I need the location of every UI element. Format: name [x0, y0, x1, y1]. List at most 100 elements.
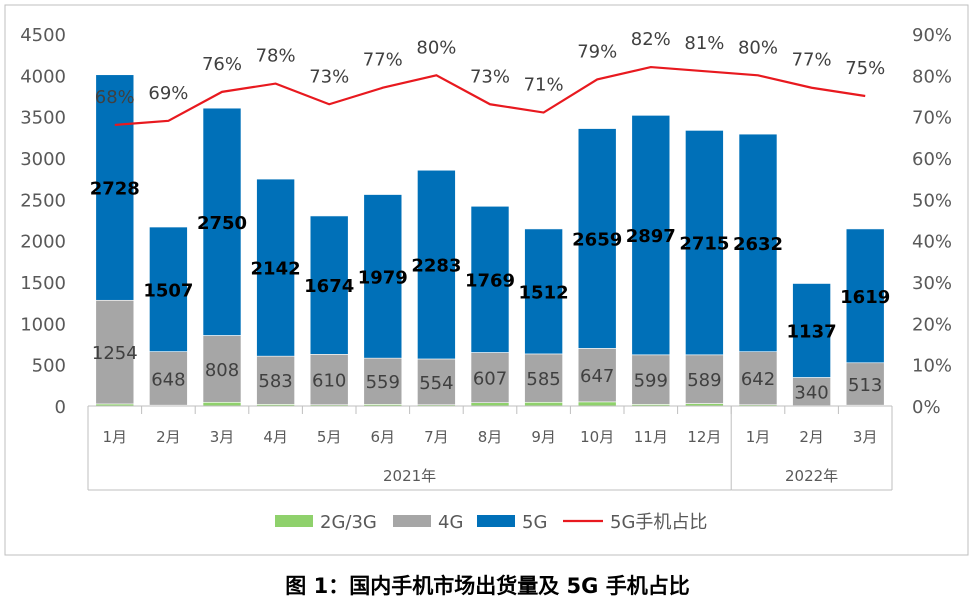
bar-4g [417, 358, 456, 406]
bar-4g [309, 354, 349, 406]
bar-label-5g: 1769 [465, 270, 515, 291]
x-category-label: 3月 [210, 428, 235, 446]
bar-4g [149, 351, 188, 406]
x-category-label: 9月 [531, 428, 556, 446]
x-category-label: 10月 [580, 428, 614, 446]
ratio-label: 68% [95, 87, 135, 108]
ratio-label: 79% [577, 41, 617, 62]
y-right-axis: 0% 10% 20% 30% 40% 50% 60% 70% 80% 90% [912, 25, 952, 418]
y-right-tick-label: 10% [912, 356, 952, 377]
y-left-tick-label: 4500 [20, 25, 66, 46]
ratio-label: 76% [202, 54, 242, 75]
bar-label-5g: 2283 [411, 256, 461, 277]
x-category-label: 11月 [634, 428, 668, 446]
ratio-label: 69% [148, 83, 188, 104]
ratio-label: 73% [470, 66, 510, 87]
legend-5g-ratio-label: 5G手机占比 [610, 512, 707, 533]
bar-label-5g: 2142 [251, 259, 301, 280]
y-left-tick-label: 3000 [20, 149, 66, 170]
x-category-label: 6月 [371, 428, 396, 446]
ratio-label: 80% [738, 37, 778, 58]
bar-label-5g: 1619 [840, 287, 890, 308]
bar-label-4g: 647 [580, 366, 614, 387]
y-left-tick-label: 500 [32, 356, 66, 377]
legend-4g-swatch [393, 515, 431, 527]
bar-2g3g [202, 401, 242, 407]
bar-4g [738, 351, 778, 406]
bar-label-4g: 585 [526, 369, 560, 390]
bar-5g [685, 130, 724, 356]
y-right-tick-label: 50% [912, 190, 952, 211]
legend-4g-label: 4G [438, 512, 463, 533]
bar-5g [738, 133, 778, 352]
ratio-label: 81% [684, 33, 724, 54]
x-axis: 1月 2月 3月 4月 5月 6月 7月 8月 9月 10月 11月 12月 1月 2月 3月 2021年 20… [87, 405, 893, 491]
bar-label-4g: 1254 [92, 343, 138, 364]
bar-label-5g: 1137 [787, 321, 837, 342]
y-left-tick-label: 2000 [20, 232, 66, 253]
bar-label-5g: 1512 [519, 282, 569, 303]
bar-label-4g: 648 [151, 369, 185, 390]
bar-label-4g: 808 [205, 360, 239, 381]
x-category-label: 1月 [746, 428, 771, 446]
y-right-tick-label: 40% [912, 232, 952, 253]
y-right-tick-label: 60% [912, 149, 952, 170]
bar-label-5g: 1507 [143, 280, 193, 301]
y-right-tick-label: 80% [912, 66, 952, 87]
x-category-label: 2月 [799, 428, 824, 446]
x-group-label: 2022年 [785, 467, 838, 485]
figure-caption: 图 1：国内手机市场出货量及 5G 手机占比 [285, 574, 690, 598]
bar-label-4g: 589 [687, 370, 721, 391]
bar-2g3g [524, 401, 563, 407]
y-left-axis: 0 500 1000 1500 2000 2500 3000 3500 4000 4500 [20, 25, 66, 418]
y-left-tick-label: 1000 [20, 314, 66, 335]
bar-4g [685, 354, 724, 404]
y-right-tick-label: 90% [912, 25, 952, 46]
bar-4g [256, 355, 295, 405]
x-category-label: 7月 [424, 428, 449, 446]
bar-4g [577, 348, 617, 403]
bar-label-5g: 2715 [679, 234, 729, 255]
legend-2g3g-swatch [275, 515, 313, 527]
bar-5g [95, 74, 135, 301]
bar-5g [577, 128, 617, 349]
legend-5g-swatch [477, 515, 515, 527]
bar-4g [470, 352, 510, 403]
bar-5g [256, 178, 295, 357]
bar-label-4g: 642 [741, 369, 775, 390]
bar-label-4g: 559 [366, 372, 400, 393]
bar-label-4g: 513 [848, 375, 882, 396]
x-group-label: 2021年 [383, 467, 436, 485]
bar-label-5g: 2728 [90, 179, 140, 200]
bar-label-4g: 610 [312, 371, 346, 392]
bar-label-5g: 2632 [733, 234, 783, 255]
legend-5g-label: 5G [522, 512, 547, 533]
y-left-tick-label: 4000 [20, 66, 66, 87]
bar-data-labels: 1254 2728 648 1507 808 2750 583 2142 610 1674 559 1… [90, 179, 891, 404]
bar-5g [470, 205, 510, 353]
legend-2g3g-label: 2G/3G [320, 512, 377, 533]
y-right-tick-label: 20% [912, 314, 952, 335]
x-category-label: 12月 [687, 428, 721, 446]
bar-4g [202, 335, 242, 403]
bar-label-4g: 554 [419, 373, 453, 394]
ratio-line-series [114, 65, 866, 127]
bar-label-4g: 583 [258, 371, 292, 392]
bar-5g [309, 215, 349, 355]
bar-4g [95, 299, 135, 405]
ratio-label: 78% [256, 46, 296, 67]
bar-4g [524, 353, 563, 403]
bar-label-5g: 1674 [304, 276, 354, 297]
bar-2g3g [577, 401, 617, 407]
bar-5g [631, 115, 671, 356]
bar-label-5g: 2897 [626, 226, 676, 247]
ratio-label: 82% [631, 29, 671, 50]
x-category-label: 8月 [478, 428, 503, 446]
bar-4g [631, 354, 671, 405]
bar-label-4g: 340 [794, 383, 828, 404]
bar-label-4g: 599 [634, 371, 668, 392]
bar-4g [792, 377, 831, 406]
bar-label-4g: 607 [473, 369, 507, 390]
x-category-label: 1月 [103, 428, 128, 446]
